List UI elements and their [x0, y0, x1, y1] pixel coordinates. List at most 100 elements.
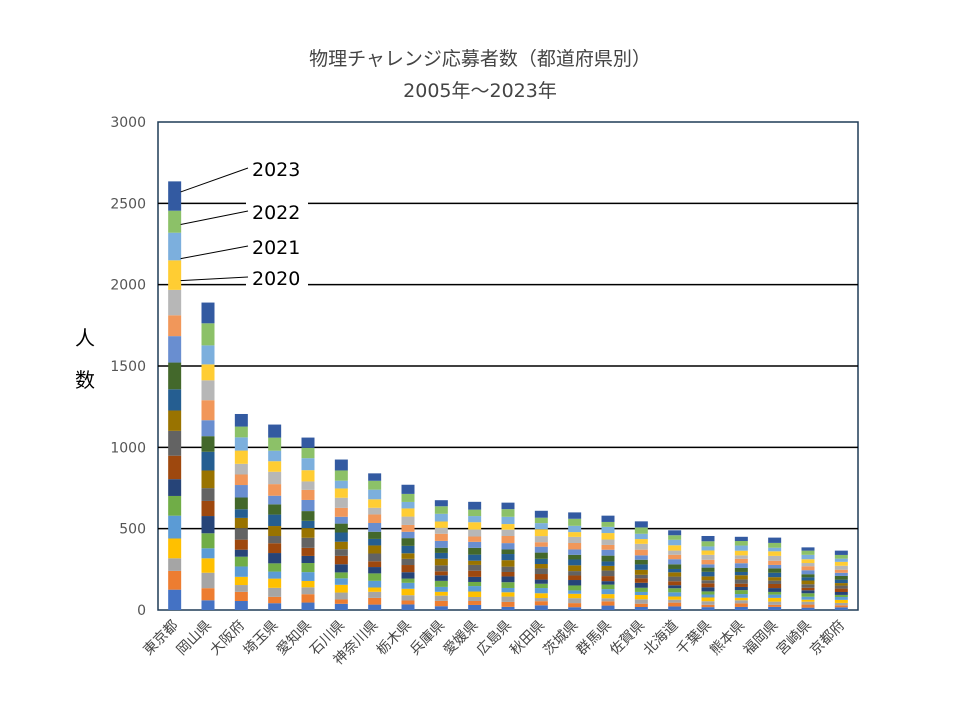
bar-segment — [268, 536, 282, 544]
chart-title: 物理チャレンジ応募者数（都道府県別） — [309, 48, 651, 70]
bar-segment — [434, 547, 448, 553]
bar-segment — [668, 539, 682, 546]
bar-segment — [734, 567, 748, 572]
bar-segment — [268, 563, 282, 572]
bar-segment — [801, 550, 815, 555]
callout-label: 2020 — [252, 268, 300, 290]
bar-segment — [501, 549, 515, 555]
bar-segment — [301, 528, 315, 538]
bar-segment — [701, 604, 715, 608]
bar-segment — [201, 572, 215, 589]
bar-segment — [468, 547, 482, 555]
bar-segment — [368, 604, 382, 610]
bar-segment — [234, 463, 248, 475]
bar-segment — [501, 543, 515, 550]
bar-segment — [268, 514, 282, 527]
bar-segment — [501, 560, 515, 567]
bar-segment — [201, 548, 215, 559]
bar-segment — [201, 516, 215, 534]
bar-segment — [734, 563, 748, 568]
bar-segment — [601, 521, 615, 527]
bar-segment — [334, 507, 348, 517]
bar-segment — [368, 545, 382, 554]
bar-segment — [534, 568, 548, 575]
bar-segment — [401, 558, 415, 566]
bar-segment — [768, 597, 782, 602]
bar-segment — [268, 526, 282, 537]
callout-label: 2021 — [252, 237, 300, 259]
bar-segment — [468, 501, 482, 510]
bar-segment — [601, 533, 615, 540]
bar-segment — [434, 580, 448, 587]
bar-segment — [834, 599, 848, 603]
bar-segment — [601, 555, 615, 562]
bar-segment — [201, 345, 215, 365]
x-tick-label: 大阪府 — [207, 618, 248, 659]
bar-segment — [434, 558, 448, 566]
bar-segment — [334, 470, 348, 481]
bar-segment — [534, 546, 548, 553]
bar-segment — [734, 586, 748, 591]
bar-segment — [268, 553, 282, 564]
bar-segment — [668, 606, 682, 610]
bar-segment — [834, 594, 848, 597]
bar-segment — [734, 597, 748, 601]
bar-segment — [668, 530, 682, 536]
bar-segment — [768, 591, 782, 595]
bar-segment — [401, 582, 415, 589]
bar-segment — [468, 541, 482, 548]
y-tick-label: 2500 — [110, 196, 146, 212]
bar-segment — [468, 560, 482, 565]
bar-segment — [768, 588, 782, 592]
bar-segment — [634, 591, 648, 596]
bar-segment — [268, 543, 282, 554]
x-tick-label: 秋田県 — [507, 618, 548, 659]
bar-segment — [668, 568, 682, 573]
callout-label: 2023 — [252, 159, 300, 181]
bar-segment — [434, 527, 448, 534]
bar-segment — [268, 495, 282, 505]
bar-segment — [534, 523, 548, 530]
bar-segment — [768, 568, 782, 573]
bar-segment — [734, 594, 748, 598]
bar-segment — [434, 500, 448, 507]
bar-segment — [201, 558, 215, 573]
bar-segment — [501, 587, 515, 593]
bar-segment — [534, 579, 548, 584]
bar-segment — [401, 508, 415, 517]
x-tick-label: 東京都 — [140, 618, 181, 659]
bar-segment — [668, 581, 682, 586]
bar-segment — [668, 588, 682, 593]
bar-segment — [334, 592, 348, 600]
bar-segment — [768, 551, 782, 556]
bar-segment — [801, 554, 815, 560]
x-tick-label: 京都府 — [807, 618, 848, 659]
bar-segment — [701, 571, 715, 577]
bar-segment — [668, 564, 682, 569]
bar-segment — [568, 565, 582, 572]
bar-segment — [434, 571, 448, 576]
bar-segment — [234, 601, 248, 610]
bar-segment — [501, 524, 515, 530]
bar-segment — [301, 587, 315, 595]
bar-segment — [568, 512, 582, 519]
bar-segment — [768, 547, 782, 552]
bar-segment — [468, 600, 482, 605]
bar-segment — [301, 602, 315, 610]
bar-segment — [568, 575, 582, 581]
bar-segment — [234, 591, 248, 602]
bar-segment — [834, 583, 848, 586]
bar-segment — [701, 607, 715, 610]
bar-segment — [734, 583, 748, 587]
bar-segment — [668, 535, 682, 540]
bar-segment — [368, 587, 382, 592]
bar-segment — [301, 537, 315, 548]
bar-segment — [634, 595, 648, 600]
bar-segment — [734, 590, 748, 595]
bar-segment — [701, 576, 715, 581]
bar-segment — [768, 577, 782, 581]
bar-segment — [534, 552, 548, 559]
bar-segment — [801, 559, 815, 564]
bar-segment — [334, 516, 348, 524]
bar-segment — [334, 488, 348, 498]
